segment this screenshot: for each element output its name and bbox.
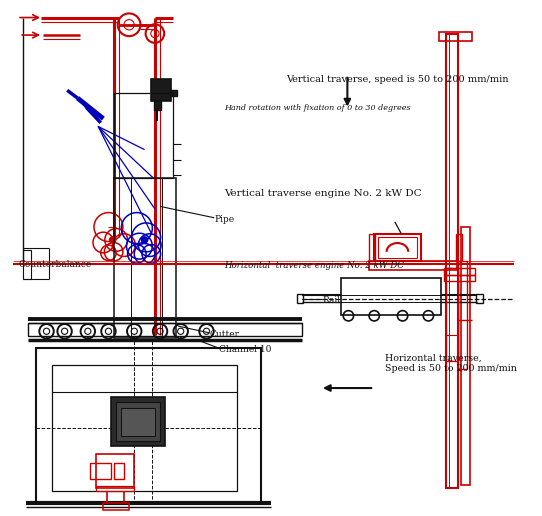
Text: Horizontal  traverse engine No. 2 kW DC: Horizontal traverse engine No. 2 kW DC xyxy=(224,261,404,270)
Bar xyxy=(114,463,124,479)
Bar xyxy=(114,178,176,338)
Bar xyxy=(297,294,303,303)
Bar xyxy=(36,348,261,503)
Bar xyxy=(369,234,375,261)
Bar xyxy=(114,93,173,178)
Circle shape xyxy=(141,237,147,243)
Bar xyxy=(444,268,475,275)
Bar xyxy=(456,234,462,261)
Bar xyxy=(171,90,177,96)
Text: Channel 10: Channel 10 xyxy=(220,345,272,354)
Bar xyxy=(23,250,31,279)
Bar xyxy=(111,397,165,446)
Text: Counterbalance: Counterbalance xyxy=(18,260,92,269)
Bar xyxy=(51,365,237,491)
Bar xyxy=(458,261,467,369)
Bar xyxy=(461,227,470,485)
Bar xyxy=(121,408,155,436)
Bar xyxy=(374,234,421,261)
Bar xyxy=(29,323,302,336)
Text: Pipe: Pipe xyxy=(214,215,234,224)
Text: Hand rotation with fixation of 0 to 30 degrees: Hand rotation with fixation of 0 to 30 d… xyxy=(224,104,411,112)
Bar xyxy=(154,101,160,110)
Bar xyxy=(444,275,475,281)
Bar xyxy=(341,278,441,315)
Bar xyxy=(438,32,472,41)
Bar xyxy=(116,402,160,441)
Text: Vertical traverse, speed is 50 to 200 mm/min: Vertical traverse, speed is 50 to 200 mm… xyxy=(286,75,508,85)
Bar xyxy=(104,503,129,510)
Bar xyxy=(91,463,111,479)
Bar xyxy=(151,79,171,101)
Text: Cutter: Cutter xyxy=(209,330,239,339)
Text: Rail: Rail xyxy=(322,296,340,305)
Bar xyxy=(95,454,134,488)
Circle shape xyxy=(109,237,115,243)
Bar xyxy=(369,261,457,270)
Bar xyxy=(447,268,458,361)
Bar xyxy=(95,486,134,491)
Bar xyxy=(378,237,416,258)
Bar xyxy=(447,34,458,488)
Bar xyxy=(476,294,482,303)
Text: Horizontal traverse,
Speed is 50 to 200 mm/min: Horizontal traverse, Speed is 50 to 200 … xyxy=(384,354,517,374)
Text: Vertical traverse engine No. 2 kW DC: Vertical traverse engine No. 2 kW DC xyxy=(224,189,422,198)
